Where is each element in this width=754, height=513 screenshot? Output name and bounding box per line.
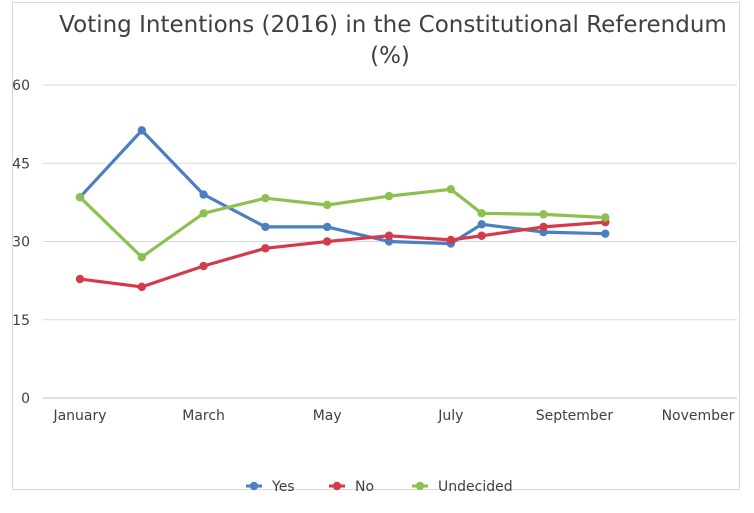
series-group [75, 126, 610, 292]
legend-label: No [355, 479, 374, 495]
data-point [477, 209, 486, 218]
data-point [477, 231, 486, 240]
data-point [75, 192, 85, 202]
chart-frame [12, 2, 740, 490]
y-tick-label: 45 [12, 156, 30, 172]
y-axis: 0 15 30 45 60 [12, 78, 30, 407]
x-tick-label: July [437, 408, 463, 424]
data-point [199, 261, 208, 271]
x-tick-label: March [182, 408, 225, 424]
x-tick-label: November [662, 408, 735, 424]
data-point [137, 282, 146, 292]
y-tick-label: 0 [21, 391, 30, 407]
legend-item-no[interactable]: No [329, 479, 374, 495]
series-no [75, 217, 610, 292]
x-tick-label: September [536, 408, 614, 424]
data-point [384, 231, 394, 240]
y-tick-label: 30 [12, 235, 30, 251]
data-point [539, 222, 548, 232]
data-point [137, 126, 146, 135]
data-point [323, 237, 332, 246]
data-point [199, 190, 208, 199]
legend-marker-icon [332, 481, 342, 491]
y-tick-label: 60 [12, 78, 30, 94]
data-point [384, 237, 394, 246]
y-tick-label: 15 [12, 313, 30, 329]
data-point [137, 252, 146, 262]
gridlines [43, 84, 737, 399]
x-axis: January March May July September November [52, 408, 734, 424]
data-point [75, 274, 85, 284]
legend-label: Undecided [438, 479, 513, 495]
series-undecided [75, 185, 610, 262]
data-point [323, 222, 332, 232]
legend-marker-icon [415, 481, 425, 491]
data-point [446, 185, 455, 194]
data-point [601, 229, 610, 238]
data-point [261, 244, 270, 253]
series-line [78, 220, 607, 289]
series-line [78, 128, 607, 246]
x-tick-label: May [313, 408, 342, 424]
legend-item-undecided[interactable]: Undecided [412, 479, 513, 495]
data-point [477, 220, 486, 229]
data-point [199, 209, 208, 218]
data-point [261, 222, 270, 232]
chart-title: Voting Intentions (2016) in the Constitu… [59, 12, 727, 38]
data-point [384, 191, 394, 201]
data-point [446, 235, 455, 245]
data-point [539, 210, 548, 219]
legend-label: Yes [271, 479, 295, 495]
legend-marker-icon [249, 481, 259, 491]
legend[interactable]: Yes No Undecided [246, 479, 513, 495]
chart-subtitle: (%) [370, 43, 410, 69]
data-point [601, 213, 610, 222]
data-point [261, 194, 270, 203]
data-point [323, 200, 332, 210]
x-tick-label: January [52, 408, 106, 424]
legend-item-yes[interactable]: Yes [246, 479, 295, 495]
series-line [78, 187, 607, 259]
